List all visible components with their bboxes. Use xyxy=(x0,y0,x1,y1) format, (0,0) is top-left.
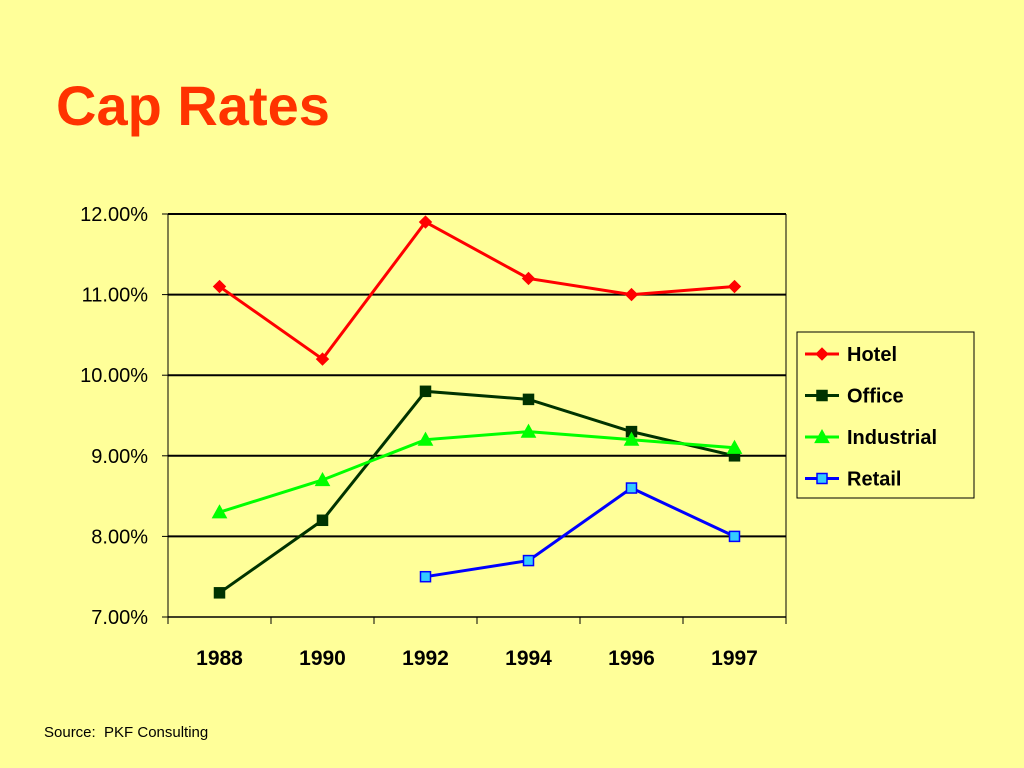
source-note: Source: PKF Consulting xyxy=(44,724,209,741)
series-line xyxy=(425,486,736,579)
legend-swatch-marker xyxy=(816,389,828,402)
data-point xyxy=(624,287,639,302)
y-tick-label: 10.00% xyxy=(80,365,148,387)
data-point xyxy=(315,352,330,366)
series-office xyxy=(213,385,741,599)
legend-swatch-marker xyxy=(816,472,828,485)
data-point xyxy=(728,530,741,543)
data-point xyxy=(419,570,432,583)
y-tick-label: 7.00% xyxy=(91,607,148,629)
legend: Hotel Office Industrial Retail xyxy=(796,331,975,499)
data-point xyxy=(418,215,433,229)
chart-axes: 7.00% 8.00% 9.00% 10.00% 11.00% 12.00% 1988 199… xyxy=(80,204,787,670)
data-point xyxy=(521,271,536,286)
legend-item-office: Office xyxy=(805,386,904,408)
data-point xyxy=(520,423,537,438)
x-tick-label: 1994 xyxy=(505,647,552,670)
data-point xyxy=(213,587,226,599)
y-tick-label: 9.00% xyxy=(91,446,148,468)
legend-swatch-marker xyxy=(815,347,829,361)
series-line xyxy=(218,389,735,595)
x-tick-label: 1990 xyxy=(299,647,346,670)
legend-item-hotel: Hotel xyxy=(805,344,897,366)
y-tick-label: 8.00% xyxy=(91,526,148,548)
series-line xyxy=(218,220,735,362)
series-industrial xyxy=(211,423,743,519)
legend-label: Office xyxy=(847,386,904,408)
x-tick-label: 1997 xyxy=(711,647,758,670)
legend-swatch-marker xyxy=(814,428,830,444)
x-tick-label: 1996 xyxy=(608,647,655,670)
data-point xyxy=(417,431,434,446)
data-point xyxy=(419,385,432,398)
y-tick-label: 12.00% xyxy=(80,204,148,226)
legend-item-retail: Retail xyxy=(805,469,901,491)
data-point xyxy=(211,504,228,519)
legend-item-industrial: Industrial xyxy=(805,427,937,449)
legend-label: Industrial xyxy=(847,427,937,449)
slide-title: Cap Rates xyxy=(56,74,330,137)
y-tick-label: 11.00% xyxy=(82,285,149,307)
legend-label: Hotel xyxy=(847,344,897,366)
data-point xyxy=(623,431,640,446)
data-point xyxy=(316,514,329,527)
x-tick-label: 1988 xyxy=(196,647,243,670)
series-hotel xyxy=(212,215,742,366)
data-point xyxy=(522,554,535,567)
x-tick-label: 1992 xyxy=(402,647,449,670)
data-point xyxy=(522,393,535,406)
data-point xyxy=(727,279,742,294)
grid-lines xyxy=(168,213,786,538)
data-point xyxy=(625,482,638,494)
legend-label: Retail xyxy=(847,469,901,491)
legend-box xyxy=(796,331,975,499)
data-point xyxy=(314,471,331,487)
data-point xyxy=(726,439,743,454)
series-retail xyxy=(419,482,741,583)
series-lines xyxy=(211,215,743,599)
data-point xyxy=(212,279,227,294)
series-line xyxy=(219,430,735,514)
